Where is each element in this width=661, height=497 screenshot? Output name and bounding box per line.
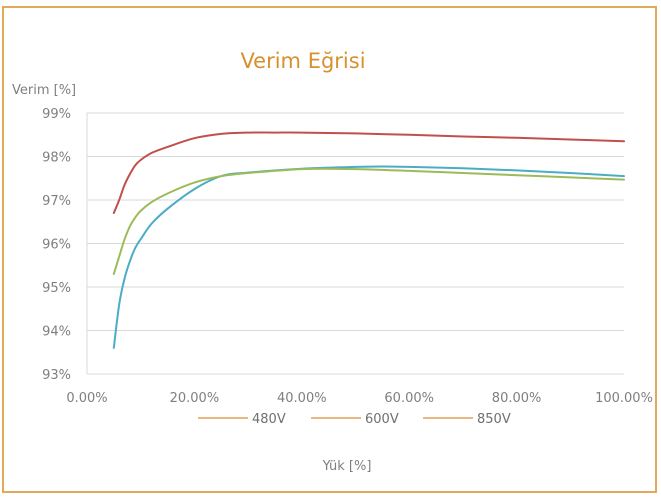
- x-tick-label: 0.00%: [66, 391, 107, 406]
- legend-label: 480V: [252, 412, 286, 427]
- x-tick-label: 40.00%: [277, 391, 327, 406]
- series-line-850v: [112, 131, 625, 214]
- legend: 480V 600V 850V: [198, 412, 511, 427]
- x-tick-label: 100.00%: [595, 391, 653, 406]
- y-tick-label: 96%: [42, 238, 71, 253]
- y-tick-label: 93%: [42, 368, 71, 383]
- chart-frame: [2, 6, 657, 493]
- y-axis-label: Verim [%]: [12, 83, 76, 98]
- series-line-480v: [112, 165, 625, 349]
- chart-title: Verim Eğrisi: [240, 49, 365, 73]
- series-lines: [112, 131, 625, 349]
- x-tick-labels: 0.00% 20.00% 40.00% 60.00% 80.00% 100.00%: [66, 391, 653, 406]
- gridlines: [86, 112, 624, 375]
- legend-label: 600V: [365, 412, 399, 427]
- series-line-600v: [112, 167, 625, 275]
- y-tick-label: 95%: [42, 281, 71, 296]
- x-axis-label: Yük [%]: [322, 459, 372, 474]
- x-tick-label: 60.00%: [384, 391, 434, 406]
- y-tick-label: 98%: [42, 151, 71, 166]
- y-tick-label: 94%: [42, 325, 71, 340]
- y-tick-labels: 93% 94% 95% 96% 97% 98% 99%: [42, 107, 71, 383]
- legend-label: 850V: [477, 412, 511, 427]
- x-tick-label: 80.00%: [492, 391, 542, 406]
- y-tick-label: 99%: [42, 107, 71, 122]
- x-tick-label: 20.00%: [170, 391, 220, 406]
- y-tick-label: 97%: [42, 194, 71, 209]
